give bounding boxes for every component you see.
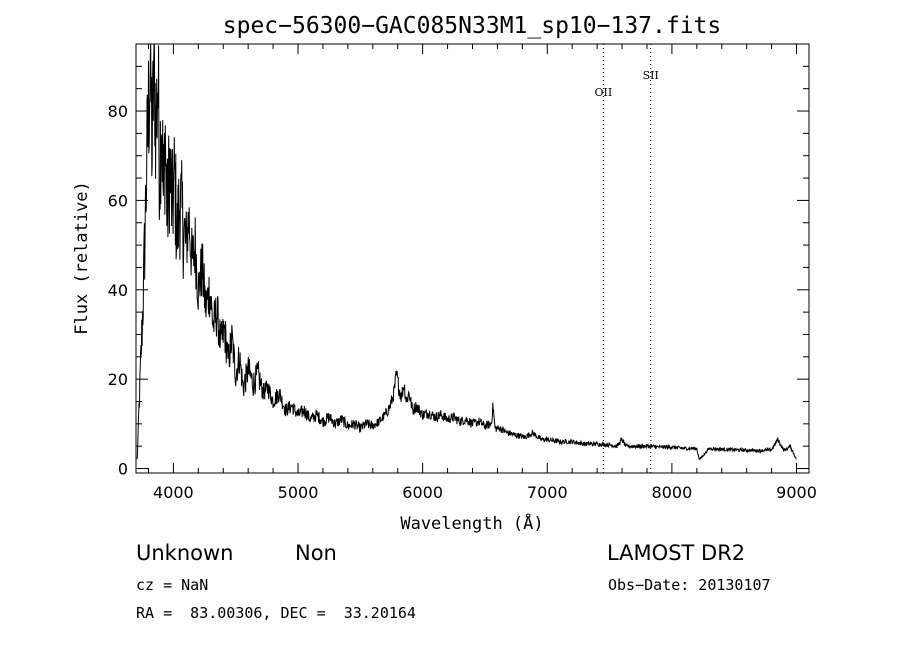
y-tick-label: 0 [118,460,128,479]
x-tick-label: 8000 [652,483,693,502]
x-tick-label: 9000 [776,483,817,502]
x-tick-label: 4000 [153,483,194,502]
annotation-label-oii: OII [595,86,613,99]
axis-ticks: 4000 5000 6000 7000 8000 9000 0 20 40 60 80 [108,44,817,502]
annotation-label-sii: SII [643,69,659,82]
x-tick-label: 5000 [278,483,319,502]
chart-title: spec−56300−GAC085N33M1_sp10−137.fits [223,13,722,39]
obs-date-label: Obs−Date: 20130107 [608,576,771,594]
y-tick-label: 80 [108,102,128,121]
subclass-label: Non [295,541,337,565]
y-tick-label: 40 [108,281,128,300]
coordinates-label: RA = 83.00306, DEC = 33.20164 [136,604,416,622]
redshift-label: cz = NaN [136,576,209,594]
x-tick-label: 6000 [402,483,443,502]
spectrum-series-line [136,43,797,461]
line-annotations: OII SII [595,44,659,473]
x-axis-label: Wavelength (Å) [400,512,543,534]
plot-frame [135,43,810,474]
survey-label: LAMOST DR2 [607,541,746,565]
x-tick-label: 7000 [527,483,568,502]
y-tick-label: 20 [108,370,128,389]
classification-label: Unknown [136,541,234,565]
y-axis-label: Flux (relative) [72,181,92,335]
y-tick-label: 60 [108,191,128,210]
